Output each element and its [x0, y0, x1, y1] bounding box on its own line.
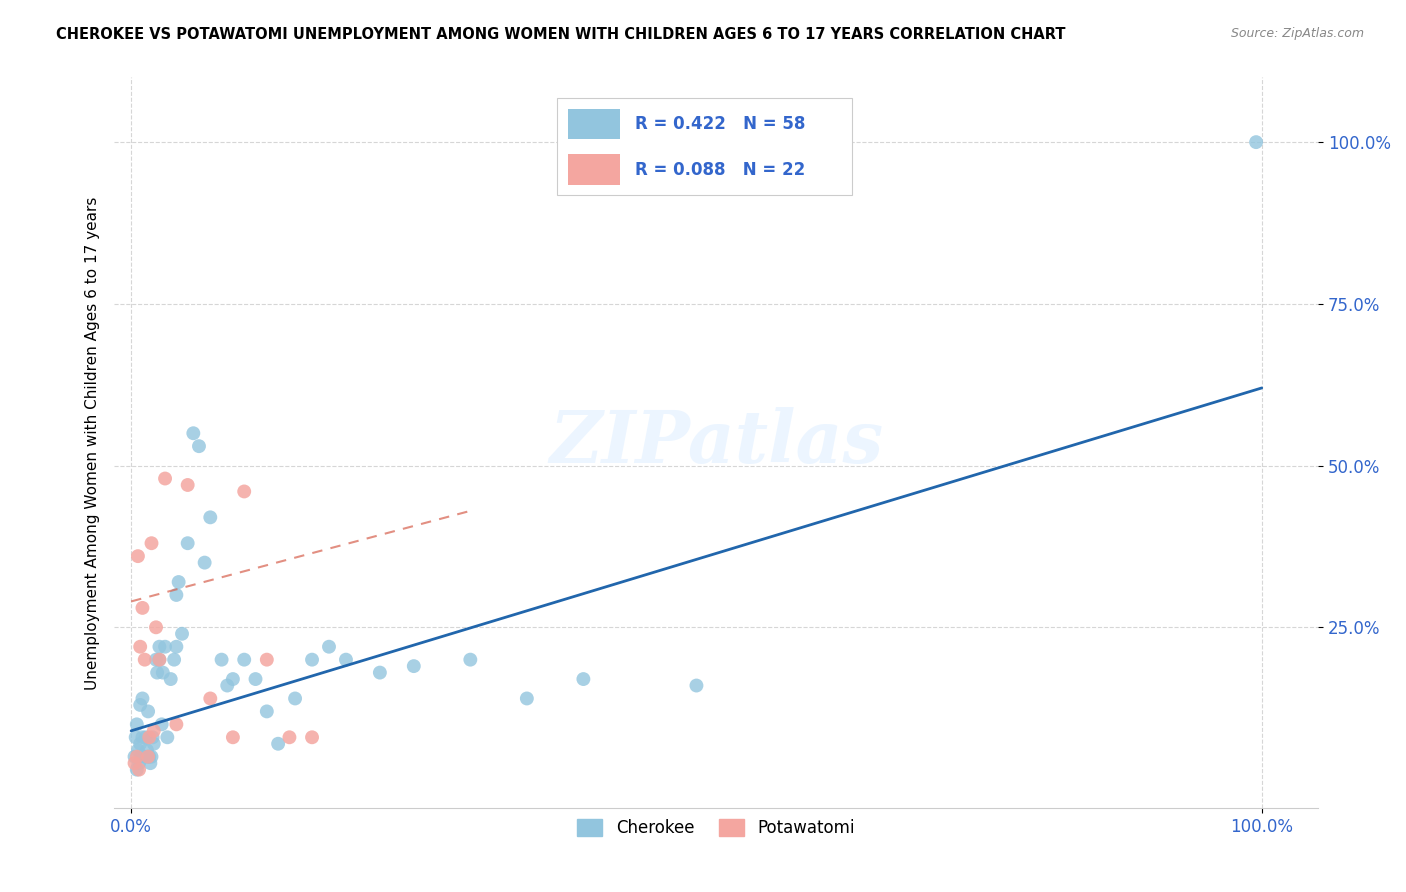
Point — [135, 731, 157, 745]
Point — [136, 705, 159, 719]
Point — [165, 640, 187, 654]
Point — [183, 426, 205, 441]
Point — [145, 620, 167, 634]
Point — [318, 640, 340, 654]
Point — [516, 691, 538, 706]
Point — [124, 756, 146, 771]
Y-axis label: Unemployment Among Women with Children Ages 6 to 17 years: Unemployment Among Women with Children A… — [86, 196, 100, 690]
Point — [156, 731, 179, 745]
Point — [127, 549, 149, 563]
Point — [131, 731, 153, 745]
Point — [142, 737, 165, 751]
Point — [176, 536, 198, 550]
Text: Source: ZipAtlas.com: Source: ZipAtlas.com — [1230, 27, 1364, 40]
Point — [200, 510, 222, 524]
Point — [139, 756, 162, 771]
Point — [460, 653, 482, 667]
Point — [368, 665, 391, 680]
Point — [148, 653, 170, 667]
Point — [167, 574, 190, 589]
Point — [153, 640, 176, 654]
Point — [165, 717, 187, 731]
Point — [134, 749, 156, 764]
Point — [128, 763, 150, 777]
Point — [136, 749, 159, 764]
Point — [194, 556, 217, 570]
Point — [129, 640, 152, 654]
Point — [152, 665, 174, 680]
Point — [128, 756, 150, 771]
Point — [131, 749, 153, 764]
Point — [256, 653, 278, 667]
Point — [134, 653, 156, 667]
Point — [127, 743, 149, 757]
Point — [159, 672, 181, 686]
Text: ZIPatlas: ZIPatlas — [550, 408, 883, 478]
Point — [301, 731, 323, 745]
Point — [200, 691, 222, 706]
Point — [284, 691, 307, 706]
Point — [124, 731, 146, 745]
Point — [142, 731, 165, 745]
Point — [170, 627, 193, 641]
Point — [402, 659, 425, 673]
Point — [153, 471, 176, 485]
Point — [131, 691, 153, 706]
Point — [136, 743, 159, 757]
Point — [278, 731, 301, 745]
Point — [1244, 135, 1267, 149]
Point — [267, 737, 290, 751]
Point — [129, 737, 152, 751]
Point — [211, 653, 233, 667]
Point — [125, 763, 148, 777]
Point — [222, 672, 245, 686]
Point — [233, 484, 256, 499]
Point — [165, 588, 187, 602]
Point — [146, 665, 169, 680]
Point — [188, 439, 211, 453]
Point — [141, 749, 163, 764]
Point — [245, 672, 267, 686]
Point — [335, 653, 357, 667]
Point — [129, 698, 152, 712]
Text: CHEROKEE VS POTAWATOMI UNEMPLOYMENT AMONG WOMEN WITH CHILDREN AGES 6 TO 17 YEARS: CHEROKEE VS POTAWATOMI UNEMPLOYMENT AMON… — [56, 27, 1066, 42]
Point — [150, 717, 173, 731]
Point — [138, 749, 160, 764]
Point — [136, 749, 159, 764]
Point — [685, 679, 707, 693]
Point — [131, 601, 153, 615]
Point — [138, 731, 160, 745]
Point — [145, 653, 167, 667]
Point — [148, 653, 170, 667]
Point — [233, 653, 256, 667]
Point — [222, 731, 245, 745]
Point — [301, 653, 323, 667]
Point — [256, 705, 278, 719]
Point — [125, 749, 148, 764]
Point — [176, 478, 198, 492]
Point — [148, 640, 170, 654]
Point — [572, 672, 595, 686]
Point — [125, 717, 148, 731]
Point — [163, 653, 186, 667]
Legend: Cherokee, Potawatomi: Cherokee, Potawatomi — [571, 813, 862, 844]
Point — [142, 723, 165, 738]
Point — [217, 679, 239, 693]
Point — [141, 536, 163, 550]
Point — [124, 749, 146, 764]
